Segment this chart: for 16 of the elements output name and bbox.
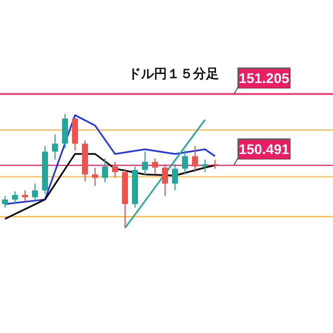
candlestick [192,145,198,173]
candlestick [92,167,98,186]
candlestick [112,161,118,178]
candlestick [12,191,18,205]
candlestick [152,158,158,175]
candlestick [182,150,188,175]
candlestick [202,159,208,173]
chart-title: ドル円１５分足 [128,67,219,82]
candlestick [142,151,148,176]
candlestick [2,196,8,208]
candlestick [52,134,58,160]
candlestick [212,159,218,170]
candlestick [162,164,168,197]
candlestick [102,158,108,183]
candlestick [32,183,38,202]
candlestick [172,164,178,191]
